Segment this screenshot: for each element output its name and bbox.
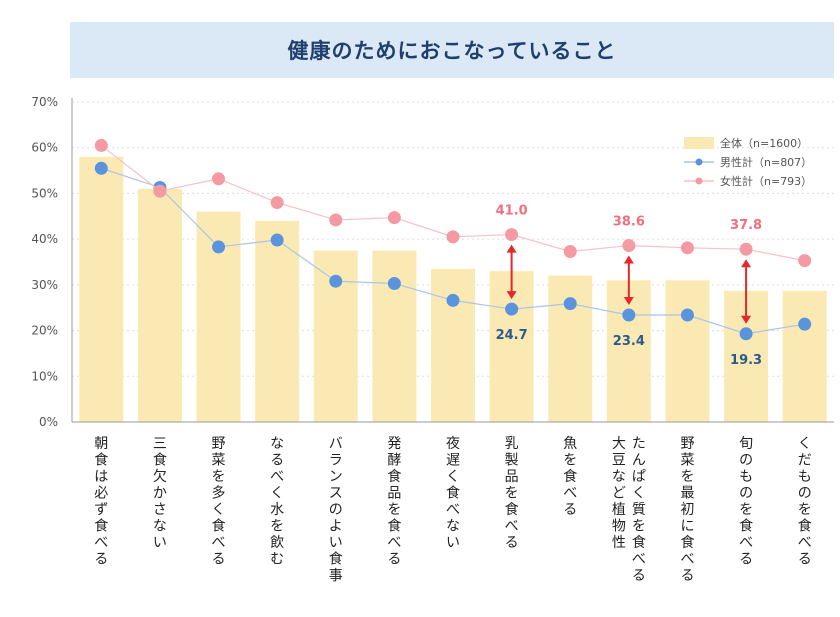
- x-category-label: 朝食は必ず食べる: [94, 436, 108, 568]
- bar: [372, 250, 417, 422]
- y-tick-label: 70%: [31, 95, 58, 109]
- x-category-label: 発酵食品を食べる: [387, 436, 401, 568]
- x-category-label: 旬のものを食べる: [739, 436, 753, 568]
- arrow-head: [506, 244, 517, 253]
- male-value-label: 19.3: [730, 353, 762, 368]
- bar: [782, 290, 827, 422]
- legend-label: 全体（n=1600）: [720, 136, 808, 150]
- y-tick-label: 0%: [39, 415, 58, 429]
- data-point: [270, 233, 284, 247]
- female-value-label: 37.8: [730, 218, 762, 233]
- data-point: [212, 172, 226, 186]
- x-category-label: バランスのよい食事: [329, 436, 343, 584]
- data-point: [387, 276, 401, 290]
- x-category-label: なるべく水を飲む: [270, 436, 284, 568]
- x-category-label: 野菜を多く食べる: [212, 436, 226, 568]
- data-point: [446, 293, 460, 307]
- legend-swatch-bar: [684, 137, 714, 149]
- data-point: [505, 302, 519, 316]
- male-value-label: 24.7: [496, 328, 528, 343]
- arrow-head: [741, 315, 752, 324]
- data-point: [387, 211, 401, 225]
- data-point: [505, 228, 519, 242]
- data-point: [94, 138, 108, 152]
- male-value-label: 23.4: [613, 334, 645, 349]
- data-point: [739, 327, 753, 341]
- data-point: [798, 317, 812, 331]
- y-tick-label: 40%: [31, 232, 58, 246]
- x-category-label: 三食欠かさない: [153, 436, 167, 551]
- bar: [79, 156, 124, 422]
- legend-label: 男性計（n=807）: [720, 155, 812, 169]
- bar: [255, 220, 300, 422]
- line-series: [94, 138, 812, 341]
- labels: 0% 10% 20% 30% 40% 50% 60% 70% 41.0 24.7 38.6 23.4 3…: [31, 95, 811, 584]
- female-value-label: 38.6: [613, 215, 645, 230]
- data-point: [739, 242, 753, 256]
- data-point: [680, 241, 694, 255]
- x-category-label: 野菜を最初に食べる: [680, 436, 694, 584]
- legend-swatch-marker: [695, 158, 703, 166]
- data-point: [446, 230, 460, 244]
- y-tick-label: 10%: [31, 369, 58, 383]
- arrow-head: [623, 297, 634, 306]
- legend-swatch-marker: [695, 177, 703, 185]
- arrow-head: [623, 255, 634, 264]
- legend-label: 女性計（n=793）: [720, 174, 812, 188]
- data-point: [680, 308, 694, 322]
- data-point: [153, 184, 167, 198]
- x-category-label: 大豆など植物性: [612, 436, 626, 551]
- data-point: [94, 161, 108, 175]
- data-point: [329, 213, 343, 227]
- y-tick-label: 20%: [31, 324, 58, 338]
- data-point: [622, 239, 636, 253]
- female-value-label: 41.0: [496, 204, 528, 219]
- arrow-head: [741, 259, 752, 268]
- bar: [431, 268, 475, 422]
- x-category-label: 乳製品を食べる: [505, 436, 519, 551]
- difference-arrows: [506, 244, 752, 324]
- bar: [665, 280, 710, 422]
- data-point: [329, 274, 343, 288]
- title-banner: 健康のためにおこなっていること: [70, 22, 834, 78]
- x-category-label: くだものを食べる: [798, 436, 812, 568]
- y-tick-label: 30%: [31, 278, 58, 292]
- data-point: [270, 196, 284, 210]
- x-category-label: 魚を食べる: [563, 436, 577, 518]
- legend: 全体（n=1600） 男性計（n=807） 女性計（n=793）: [684, 136, 812, 188]
- x-category-label: 夜遅く食べない: [446, 436, 460, 551]
- y-tick-label: 50%: [31, 186, 58, 200]
- data-point: [622, 308, 636, 322]
- bar: [137, 188, 182, 422]
- y-tick-label: 60%: [31, 141, 58, 155]
- chart-title: 健康のためにおこなっていること: [287, 39, 617, 63]
- data-point: [798, 254, 812, 268]
- data-point: [563, 297, 577, 311]
- data-point: [212, 240, 226, 254]
- axes: [71, 98, 834, 423]
- bar-series: [79, 156, 827, 422]
- data-point: [563, 244, 577, 258]
- arrow-head: [506, 291, 517, 300]
- x-category-label: たんぱく質を食べる: [632, 436, 646, 584]
